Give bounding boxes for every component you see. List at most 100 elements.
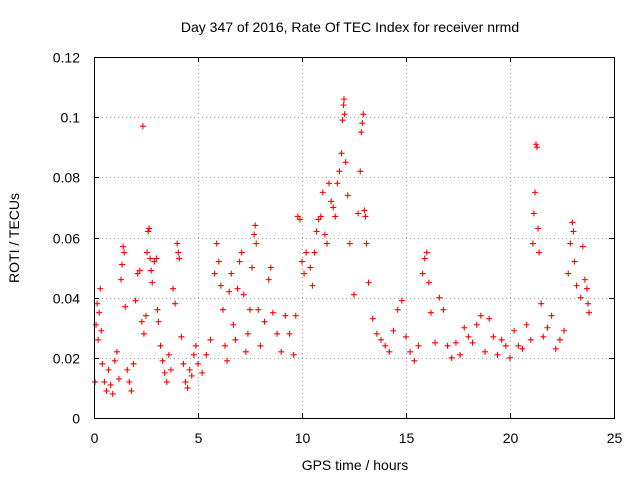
data-point (128, 387, 135, 394)
data-point (494, 351, 501, 358)
data-point (99, 360, 106, 367)
data-point (269, 309, 276, 316)
y-tick-label: 0.04 (53, 291, 80, 307)
data-point (523, 321, 530, 328)
data-point (219, 306, 226, 313)
data-point (448, 354, 455, 361)
data-point (548, 312, 555, 319)
data-point (351, 291, 357, 298)
x-tick-label: 10 (295, 430, 311, 446)
data-point (457, 351, 464, 358)
data-point (382, 342, 389, 349)
data-point (265, 276, 272, 283)
data-point (261, 318, 268, 325)
data-point (159, 357, 166, 364)
data-point (531, 189, 538, 196)
data-point (172, 300, 179, 307)
data-point (311, 249, 318, 256)
data-point (161, 369, 168, 376)
data-point (122, 303, 129, 310)
x-axis: 0 5 10 15 20 25 (91, 57, 622, 446)
data-point (199, 369, 206, 376)
y-tick-label: 0 (72, 411, 80, 427)
data-point (482, 348, 489, 355)
data-point (538, 300, 545, 307)
data-point (344, 192, 351, 199)
data-point (346, 240, 353, 247)
data-points (92, 96, 593, 397)
data-point (355, 210, 362, 217)
data-point (238, 249, 245, 256)
data-point (415, 342, 422, 349)
data-point (165, 351, 172, 358)
data-point (565, 270, 572, 277)
data-point (143, 312, 149, 319)
data-point (119, 261, 126, 268)
data-point (577, 294, 584, 301)
data-point (249, 264, 256, 271)
data-point (98, 327, 105, 334)
x-tick-label: 20 (503, 430, 519, 446)
data-point (527, 336, 534, 343)
data-point (461, 324, 468, 331)
y-axis: 0 0.02 0.04 0.06 0.08 0.1 0.12 (53, 50, 614, 427)
data-point (315, 216, 322, 223)
data-point (242, 348, 249, 355)
data-point (144, 249, 151, 256)
x-tick-label: 0 (91, 430, 99, 446)
data-point (195, 360, 201, 367)
data-point (586, 309, 593, 316)
data-point (469, 339, 476, 346)
data-point (444, 342, 451, 349)
data-point (299, 258, 305, 265)
data-point (569, 219, 576, 226)
x-tick-label: 15 (399, 430, 415, 446)
data-point (215, 258, 222, 265)
data-point (93, 321, 100, 328)
data-point (336, 168, 343, 175)
data-point (390, 327, 397, 334)
data-point (92, 378, 99, 385)
data-point (203, 351, 210, 358)
data-point (230, 321, 237, 328)
data-point (365, 279, 372, 286)
data-point (386, 348, 393, 355)
data-point (486, 315, 493, 322)
data-point (126, 378, 133, 385)
data-point (330, 204, 337, 211)
data-point (341, 96, 348, 103)
data-point (103, 387, 110, 394)
data-point (207, 336, 214, 343)
data-point (373, 330, 380, 337)
data-point (190, 351, 197, 358)
data-point (535, 225, 542, 232)
data-point (307, 264, 314, 271)
data-point (113, 348, 120, 355)
data-point (232, 336, 239, 343)
data-point (174, 240, 181, 247)
data-point (436, 294, 443, 301)
data-point (101, 378, 108, 385)
data-point (188, 372, 195, 379)
data-point (398, 297, 405, 304)
data-point (120, 243, 127, 250)
data-point (286, 330, 293, 337)
data-point (570, 228, 577, 235)
data-point (340, 102, 347, 109)
data-point (328, 198, 335, 205)
data-point (153, 255, 160, 262)
data-point (140, 330, 147, 337)
data-point (132, 297, 139, 304)
data-point (530, 210, 537, 217)
y-tick-label: 0.1 (61, 110, 81, 126)
data-point (571, 258, 578, 265)
data-point (149, 279, 156, 286)
data-point (473, 321, 480, 328)
data-point (145, 228, 152, 235)
data-point (369, 315, 376, 322)
data-point (334, 180, 341, 187)
data-point (148, 267, 155, 274)
data-point (502, 342, 509, 349)
data-point (407, 348, 414, 355)
data-point (228, 270, 235, 277)
